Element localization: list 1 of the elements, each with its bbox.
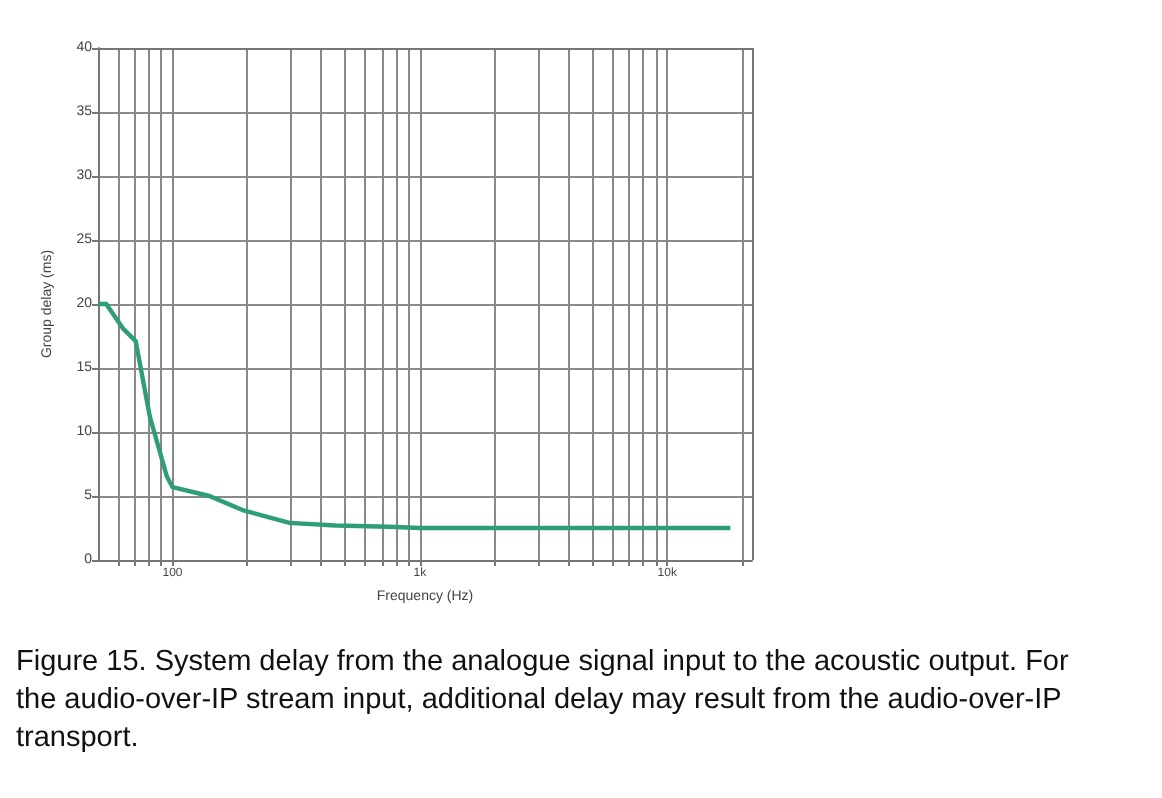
caption: Figure 15. System delay from the analogue signal input to the acoustic output. For the audio-over-IP stream input, additional delay may result from the audio-over-IP transport.	[16, 644, 1071, 758]
